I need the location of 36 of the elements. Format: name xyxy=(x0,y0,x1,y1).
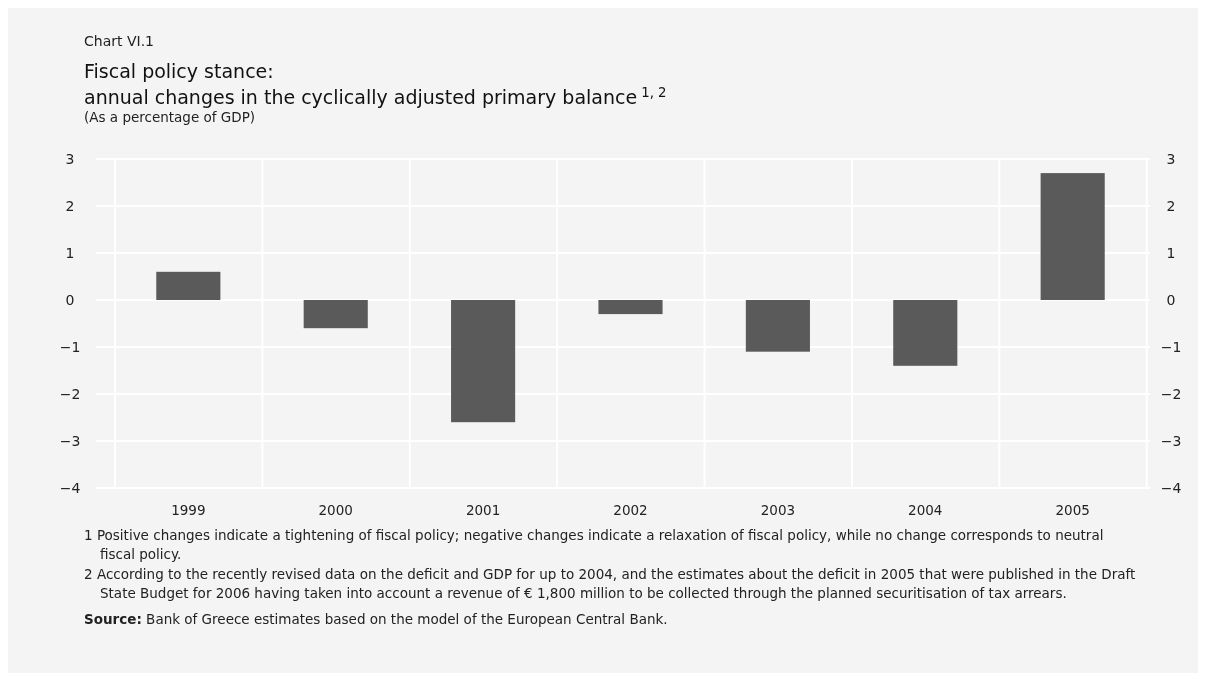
chart-subtitle: (As a percentage of GDP) xyxy=(84,109,256,125)
y-tick-label: 3 xyxy=(65,150,75,167)
x-tick-label: 2003 xyxy=(760,502,796,518)
y-tick-label: −2 xyxy=(59,385,81,402)
y-tick-label: 0 xyxy=(65,291,75,308)
bar xyxy=(156,271,221,300)
y2-tick-label: 0 xyxy=(1166,291,1176,308)
bar xyxy=(303,300,368,329)
x-tick-label: 2005 xyxy=(1055,502,1090,518)
y-tick-label: 1 xyxy=(65,244,75,261)
x-tick-label: 2002 xyxy=(613,502,648,518)
y-tick-label: −1 xyxy=(59,338,81,355)
text: 1 Positive changes indicate a tightening of fiscal policy; negative changes indicate a relaxation of fiscal policy, while no change corresponds to neutral fiscal policy. xyxy=(84,527,1104,562)
x-tick-label: 2000 xyxy=(318,502,353,518)
bar xyxy=(598,300,663,315)
source-note: Source: Bank of Greece estimates based on the model of the European Central Bank. xyxy=(84,611,668,627)
bar xyxy=(451,300,516,423)
y2-tick-label: −1 xyxy=(1160,338,1182,355)
y2-tick-label: −4 xyxy=(1160,479,1182,496)
y2-tick-label: 1 xyxy=(1166,244,1176,261)
chart-title: Fiscal policy stance: annual changes in the cyclically adjusted primary balance$^{1, 2}$ xyxy=(84,60,667,108)
y-tick-label: 2 xyxy=(65,197,75,214)
x-tick-label: 1999 xyxy=(171,502,206,518)
bar xyxy=(745,300,810,352)
y-tick-label: −3 xyxy=(59,432,81,449)
text: Chart VI.1 xyxy=(84,33,154,49)
bar xyxy=(1040,173,1105,300)
y-tick-label: −4 xyxy=(59,479,81,496)
x-tick-label: 2004 xyxy=(908,502,943,518)
text: 2 According to the recently revised data on the deficit and GDP for up to 2004, and the estimates about the deficit in 2005 that were published in the Draft State Budget for 2006 having taken into account a revenue of € 1,800 million to be collected through the planned securitisation of tax arrears. xyxy=(84,566,1136,601)
x-tick-label: 2001 xyxy=(465,502,501,518)
y2-tick-label: 3 xyxy=(1166,150,1176,167)
y2-tick-label: −2 xyxy=(1160,385,1182,402)
y2-tick-label: −3 xyxy=(1160,432,1182,449)
y2-tick-label: 2 xyxy=(1166,197,1176,214)
bar xyxy=(893,300,958,366)
